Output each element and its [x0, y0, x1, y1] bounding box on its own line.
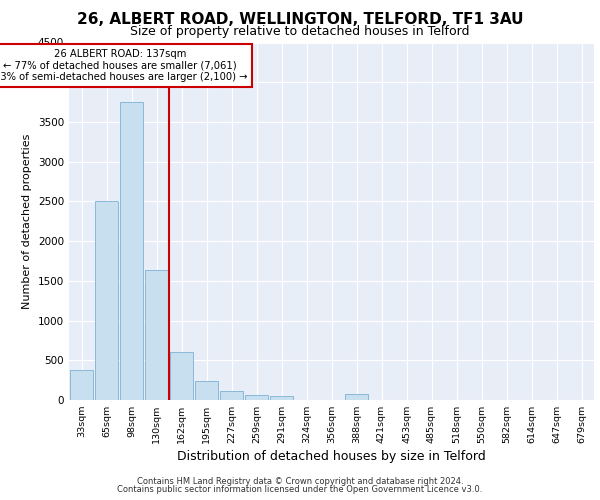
Bar — [170, 352, 193, 400]
Text: 26, ALBERT ROAD, WELLINGTON, TELFORD, TF1 3AU: 26, ALBERT ROAD, WELLINGTON, TELFORD, TF… — [77, 12, 523, 28]
Bar — [220, 392, 243, 400]
Text: Contains public sector information licensed under the Open Government Licence v3: Contains public sector information licen… — [118, 485, 482, 494]
Bar — [245, 395, 268, 400]
Bar — [145, 270, 168, 400]
Bar — [120, 102, 143, 400]
Y-axis label: Number of detached properties: Number of detached properties — [22, 134, 32, 309]
X-axis label: Distribution of detached houses by size in Telford: Distribution of detached houses by size … — [177, 450, 486, 463]
Bar — [270, 396, 293, 400]
Text: Contains HM Land Registry data © Crown copyright and database right 2024.: Contains HM Land Registry data © Crown c… — [137, 477, 463, 486]
Bar — [70, 370, 93, 400]
Bar — [195, 382, 218, 400]
Text: 26 ALBERT ROAD: 137sqm
← 77% of detached houses are smaller (7,061)
23% of semi-: 26 ALBERT ROAD: 137sqm ← 77% of detached… — [0, 49, 247, 82]
Bar — [345, 394, 368, 400]
Bar — [95, 202, 118, 400]
Text: Size of property relative to detached houses in Telford: Size of property relative to detached ho… — [130, 25, 470, 38]
